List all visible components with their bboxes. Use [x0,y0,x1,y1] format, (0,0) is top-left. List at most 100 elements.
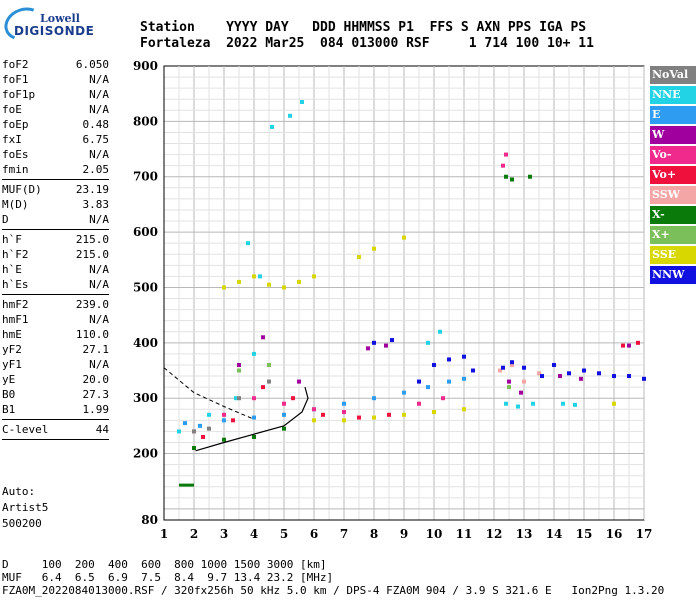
auto-version: 500200 [2,517,42,530]
echo-point-ssw [498,368,502,373]
echo-point-sse [267,282,271,287]
legend-item-vo-: Vo- [650,146,696,164]
echo-point-noval [192,429,196,434]
echo-point-ssw [510,362,514,367]
echo-point-vo- [387,412,391,417]
divider [2,229,109,230]
echo-point-sse [402,235,406,240]
profile-curve [195,386,309,452]
y-tick-label: 700 [133,170,158,184]
x-tick-label: 6 [310,527,318,541]
echo-point-vo- [504,152,508,157]
x-tick-label: 13 [516,527,533,541]
param-row: fxI 6.75 [2,132,109,147]
param-row: foF1p N/A [2,87,109,102]
param-value: N/A [89,313,109,326]
echo-point-vo- [342,410,346,415]
echo-point-e [462,376,466,381]
echo-point-nnw [501,365,505,370]
echo-point-nnw [432,362,436,367]
echo-point-w [261,335,265,340]
echo-point-nne [252,351,256,356]
param-row: fmin 2.05 [2,162,109,177]
param-name: D [2,213,9,226]
auto-label: Auto: [2,485,36,498]
echo-point-sse [342,418,346,423]
y-tick-label: 500 [133,280,158,294]
logo-line2: DIGISONDE [14,24,95,38]
param-row: hmF1 N/A [2,312,109,327]
echo-point-vo- [222,412,226,417]
echo-point-sse [237,279,241,284]
echo-point-sse [222,285,226,290]
param-name: foEs [2,148,29,161]
x-tick-label: 4 [250,527,258,541]
param-value: N/A [89,213,109,226]
echo-point-nnw [582,368,586,373]
echo-point-nne [438,329,442,334]
param-row: h`Es N/A [2,277,109,292]
echo-point-nnw [447,357,451,362]
param-row: B0 27.3 [2,387,109,402]
footer-muf-row: MUF 6.4 6.5 6.9 7.5 8.4 9.7 13.4 23.2 [M… [2,571,334,584]
echo-point-nne [561,401,565,406]
station-header: Station YYYY DAY DDD HHMMSS P1 FFS S AXN… [140,20,594,52]
param-name: B0 [2,388,16,401]
param-name: foE [2,103,22,116]
echo-point-nne [426,340,430,345]
echo-point-sse [357,255,361,260]
param-value: 27.1 [82,343,110,356]
legend-item-w: W [650,126,696,144]
legend-item-vo-: Vo+ [650,166,696,184]
param-name: fxI [2,133,22,146]
param-value: 20.0 [82,373,110,386]
echo-point-nnw [372,340,376,345]
param-name: foF1p [2,88,36,101]
echo-point-sse [612,401,616,406]
param-row: D N/A [2,212,109,227]
param-name: foEp [2,118,29,131]
x-tick-label: 1 [160,527,168,541]
param-group-muf: MUF(D) 23.19 M(D) 3.83 D N/A [2,182,109,227]
y-tick-label: 600 [133,225,158,239]
param-name: MUF(D) [2,183,42,196]
param-name: foF1 [2,73,29,86]
echo-point-nnw [522,365,526,370]
x-tick-label: 5 [280,527,288,541]
echo-point-x- [267,362,271,367]
param-value: 0.48 [82,118,110,131]
echo-point-x- [282,426,286,431]
echo-point-sse [432,410,436,415]
echo-point-nne [270,124,274,129]
echo-point-nnw [642,376,646,381]
echo-point-x- [192,446,196,451]
param-value: 3.83 [82,198,110,211]
param-name: hmE [2,328,22,341]
header-values: Fortaleza 2022 Mar25 084 013000 RSF 1 71… [140,36,594,51]
param-value: 110.0 [75,328,109,341]
echo-point-nne [288,113,292,118]
param-name: h`F [2,233,22,246]
param-row: yE 20.0 [2,372,109,387]
param-group-heights: h`F 215.0 h`F2 215.0 h`E N/A h`Es N/A [2,232,109,292]
x-tick-label: 11 [456,527,473,541]
echo-point-vo- [321,412,325,417]
legend-item-nne: NNE [650,86,696,104]
param-name: B1 [2,403,16,416]
echo-point-x- [507,385,511,390]
param-name: yF1 [2,358,22,371]
param-value: 27.3 [82,388,110,401]
param-value: N/A [89,73,109,86]
y-tick-label: 400 [133,336,158,350]
param-name: h`F2 [2,248,29,261]
param-value: N/A [89,278,109,291]
echo-point-nne [234,396,238,401]
param-name: hmF1 [2,313,29,326]
x-tick-label: 8 [370,527,378,541]
y-tick-label: 900 [133,59,158,73]
param-value: 23.19 [75,183,109,196]
param-value: 6.75 [82,133,110,146]
echo-point-vo- [282,401,286,406]
param-row: hmE 110.0 [2,327,109,342]
y-tick-label: 800 [133,114,158,128]
